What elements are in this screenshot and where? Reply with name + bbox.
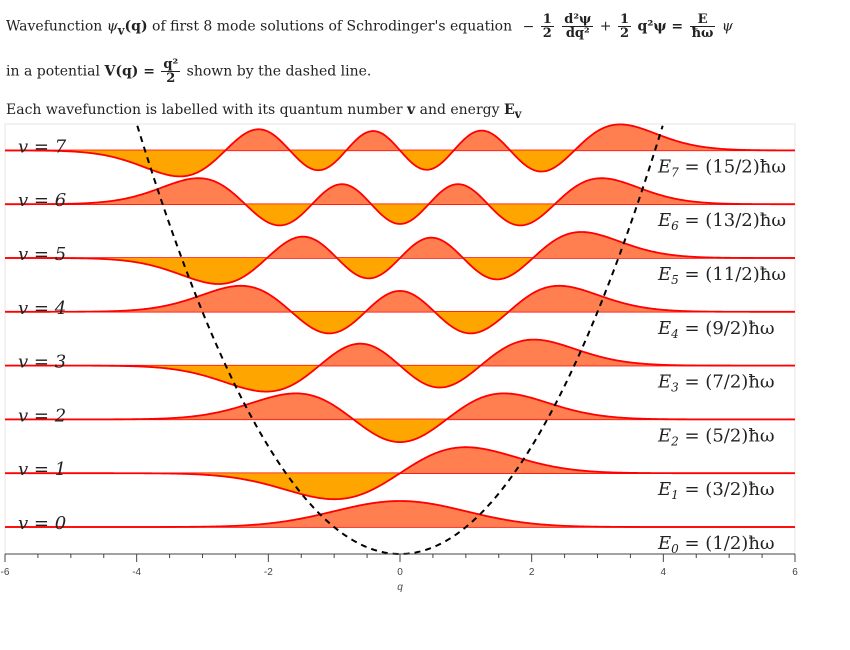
x-tick-label: 2 [529, 567, 535, 578]
wave-series-7 [5, 123, 795, 178]
v-label-0: v = 0 [18, 513, 66, 534]
line3-prefix: Each wavefunction is labelled with its q… [6, 102, 403, 118]
wave-series-1 [5, 446, 795, 501]
wave-fill-negative-6 [5, 204, 795, 226]
v-label-7: v = 7 [18, 136, 67, 157]
line1-arg: (q) [124, 18, 148, 35]
wave-line-6 [5, 177, 795, 227]
energy-label-0: E0 = (1/2)ħω [657, 533, 775, 556]
energy-label-2: E2 = (5/2)ħω [657, 425, 775, 448]
energy-label-6: E6 = (13/2)ħω [657, 210, 786, 233]
x-axis-label: q [397, 582, 403, 593]
eq-term-2: q²ψ = [637, 18, 684, 35]
potential-curve [136, 125, 664, 556]
wave-fill-positive-1 [5, 447, 795, 474]
eq-plus: + [599, 18, 612, 35]
wave-fill-positive-3 [5, 339, 795, 366]
wave-series-4 [5, 284, 795, 335]
wave-line-3 [5, 338, 795, 393]
wave-fill-negative-5 [5, 258, 795, 284]
line3-v: v [407, 102, 416, 118]
eq-tail: ψ [721, 18, 733, 35]
line1-prefix: Wavefunction [6, 18, 103, 35]
v-label-1: v = 1 [18, 459, 66, 480]
eq-frac-2: d²ψ dq² [562, 12, 594, 41]
line2-suffix: shown by the dashed line. [186, 63, 372, 80]
wave-line-7 [5, 123, 795, 178]
line1-mid: of first 8 mode solutions of Schrodinger… [152, 18, 513, 35]
line3-Esub: v [514, 106, 522, 121]
wave-line-0 [5, 500, 795, 528]
wave-fill-negative-3 [5, 365, 795, 392]
v-label-3: v = 3 [18, 352, 66, 373]
wave-series-6 [5, 177, 795, 227]
x-tick-label: 0 [397, 567, 403, 578]
wave-line-5 [5, 231, 795, 285]
x-tick-label: 6 [792, 567, 798, 578]
eq-minus: − [522, 18, 535, 35]
wave-line-2 [5, 392, 795, 443]
energy-label-4: E4 = (9/2)ħω [657, 318, 775, 341]
wave-fill-positive-2 [5, 393, 795, 420]
label-layer: v = 0 E0 = (1/2)ħω v = 1 E1 = (3/2)ħω v = 2 E… [18, 136, 786, 556]
x-tick-label: -4 [132, 567, 141, 578]
energy-label-1: E1 = (3/2)ħω [657, 479, 775, 502]
wave-line-4 [5, 284, 795, 335]
line2-prefix: in a potential [6, 63, 100, 80]
wave-series-2 [5, 392, 795, 443]
line1-sub: v [117, 23, 125, 38]
wave-fill-positive-7 [5, 124, 795, 151]
wave-series-3 [5, 338, 795, 393]
energy-label-5: E5 = (11/2)ħω [657, 264, 786, 287]
wave-line-1 [5, 446, 795, 501]
potential-layer [136, 125, 664, 556]
wave-fill-positive-5 [5, 232, 795, 258]
v-label-4: v = 4 [18, 298, 66, 319]
x-tick-label: -6 [1, 567, 10, 578]
wave-fill-negative-2 [5, 419, 795, 443]
energy-label-3: E3 = (7/2)ħω [657, 372, 775, 395]
wave-series-5 [5, 231, 795, 285]
wave-fill-positive-4 [5, 285, 795, 312]
header-line-3: Each wavefunction is labelled with its q… [6, 102, 521, 121]
wave-fill-positive-6 [5, 178, 795, 205]
wave-fill-negative-7 [5, 150, 795, 177]
header-line-2: in a potential V(q) = q² 2 shown by the d… [6, 58, 371, 85]
x-tick-label: -2 [264, 567, 273, 578]
v-label-6: v = 6 [18, 190, 66, 211]
series-layer [5, 123, 795, 528]
line3-mid: and energy [419, 102, 500, 118]
line1-psi: ψ [106, 18, 118, 35]
line2-frac: q² 2 [161, 57, 181, 86]
line2-V: V(q) = [104, 63, 155, 80]
header-line-1: Wavefunction ψv(q) of first 8 mode solut… [6, 13, 733, 40]
v-label-2: v = 2 [18, 405, 66, 426]
line3-E: E [503, 102, 515, 118]
wave-series-0 [5, 500, 795, 528]
x-tick-label: 4 [661, 567, 667, 578]
v-label-5: v = 5 [18, 244, 66, 265]
x-axis: -6 -4 -2 0 2 4 6 q [1, 553, 798, 593]
wave-fill-positive-0 [5, 501, 795, 527]
energy-label-7: E7 = (15/2)ħω [657, 156, 786, 179]
